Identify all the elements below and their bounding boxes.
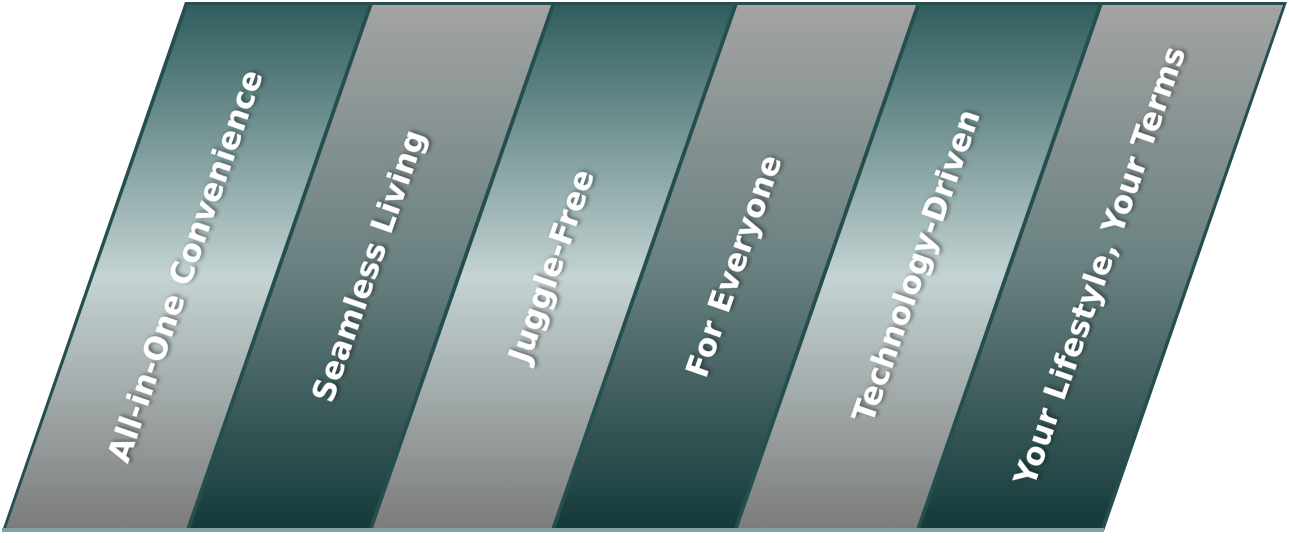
band-4: [555, 5, 916, 528]
band-2: [190, 5, 551, 528]
band-1: [6, 5, 369, 528]
bands-group: [2, 5, 1283, 532]
band-6: [920, 5, 1283, 528]
band-3: [373, 5, 734, 528]
band-5: [738, 5, 1099, 528]
